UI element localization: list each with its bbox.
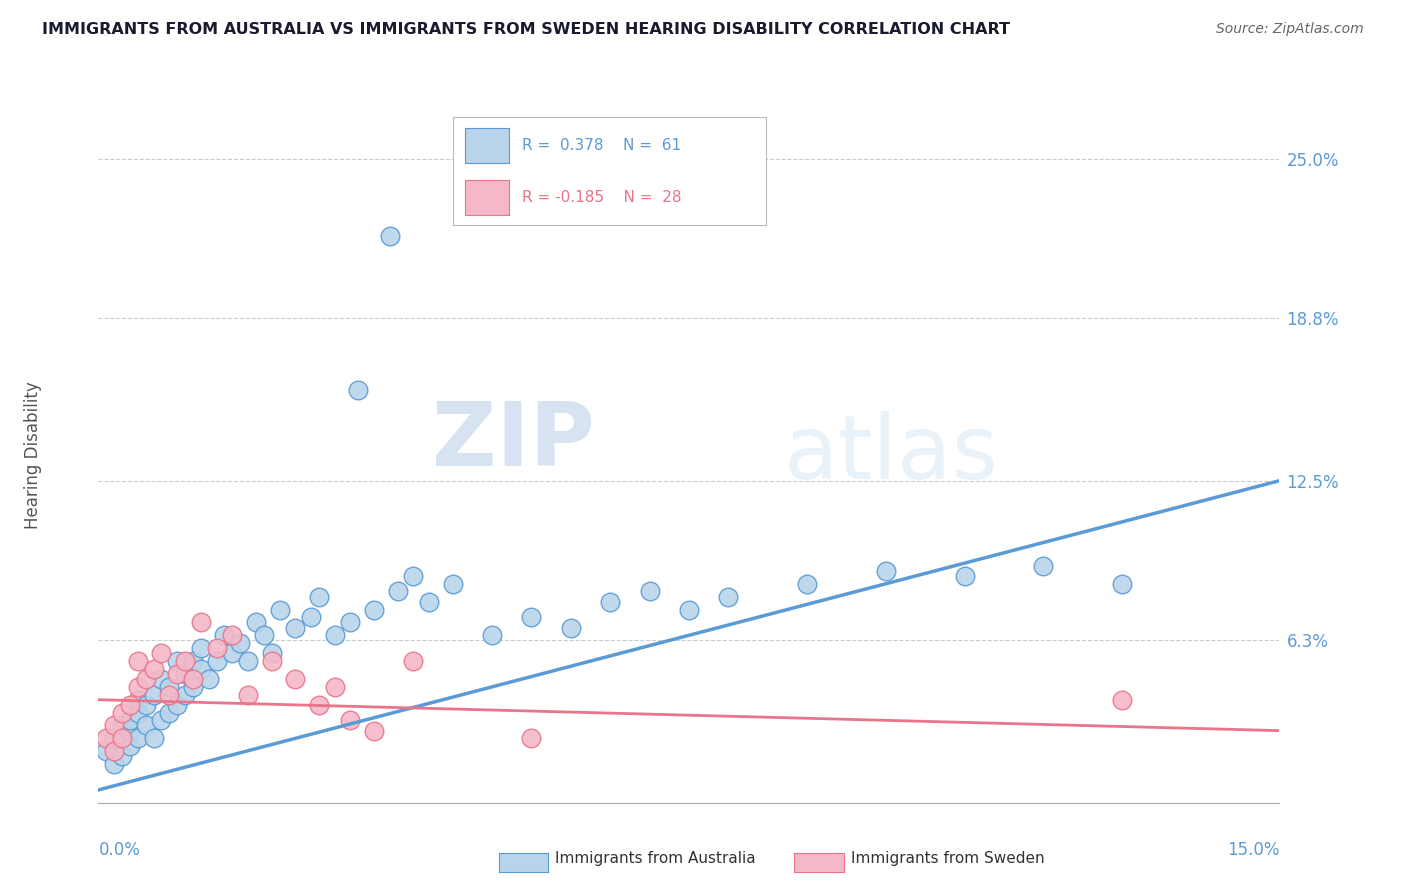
Point xyxy=(299,610,322,624)
Point xyxy=(150,646,173,660)
Point xyxy=(481,628,503,642)
Text: Immigrants from Sweden: Immigrants from Sweden xyxy=(851,851,1045,865)
Text: Hearing Disability: Hearing Disability xyxy=(24,381,42,529)
Point xyxy=(339,714,361,728)
Point xyxy=(118,698,141,712)
Point xyxy=(221,646,243,660)
Point xyxy=(157,680,180,694)
Point xyxy=(166,654,188,668)
Point xyxy=(260,646,283,660)
Point xyxy=(111,731,134,746)
Point xyxy=(181,672,204,686)
Point xyxy=(599,595,621,609)
Point xyxy=(1111,692,1133,706)
Point xyxy=(560,621,582,635)
Point xyxy=(953,569,976,583)
Point xyxy=(339,615,361,630)
Point xyxy=(142,731,165,746)
Point xyxy=(387,584,409,599)
Point xyxy=(197,672,219,686)
Text: Source: ZipAtlas.com: Source: ZipAtlas.com xyxy=(1216,22,1364,37)
Text: 15.0%: 15.0% xyxy=(1227,841,1279,860)
Point xyxy=(103,757,125,772)
Point xyxy=(638,584,661,599)
Point xyxy=(157,706,180,720)
Point xyxy=(181,654,204,668)
Point xyxy=(103,718,125,732)
Point xyxy=(260,654,283,668)
Point xyxy=(284,621,307,635)
Point xyxy=(118,739,141,753)
Point xyxy=(1032,558,1054,573)
Point xyxy=(150,672,173,686)
Point xyxy=(118,714,141,728)
Point xyxy=(157,688,180,702)
Point xyxy=(363,723,385,738)
Text: IMMIGRANTS FROM AUSTRALIA VS IMMIGRANTS FROM SWEDEN HEARING DISABILITY CORRELATI: IMMIGRANTS FROM AUSTRALIA VS IMMIGRANTS … xyxy=(42,22,1010,37)
Point xyxy=(402,654,425,668)
Point xyxy=(142,688,165,702)
Point xyxy=(135,698,157,712)
Point xyxy=(236,654,259,668)
Point xyxy=(142,662,165,676)
Point xyxy=(190,641,212,656)
Text: Immigrants from Australia: Immigrants from Australia xyxy=(555,851,756,865)
Point xyxy=(347,384,370,398)
Point xyxy=(284,672,307,686)
Point xyxy=(190,615,212,630)
Point xyxy=(441,576,464,591)
Point xyxy=(96,744,118,758)
Point xyxy=(308,698,330,712)
Point xyxy=(875,564,897,578)
Point xyxy=(103,744,125,758)
Point xyxy=(111,749,134,764)
Point xyxy=(127,731,149,746)
Point xyxy=(717,590,740,604)
Point xyxy=(166,667,188,681)
Point xyxy=(253,628,276,642)
Point xyxy=(111,706,134,720)
Point xyxy=(118,723,141,738)
Point xyxy=(96,731,118,746)
Point xyxy=(363,602,385,616)
Text: ZIP: ZIP xyxy=(432,398,595,484)
Point xyxy=(236,688,259,702)
Point xyxy=(127,692,149,706)
Point xyxy=(796,576,818,591)
Point xyxy=(245,615,267,630)
Point xyxy=(174,667,197,681)
Point xyxy=(214,628,236,642)
Point xyxy=(150,714,173,728)
Point xyxy=(269,602,291,616)
Point xyxy=(111,718,134,732)
Point xyxy=(103,731,125,746)
Point xyxy=(135,718,157,732)
Point xyxy=(190,662,212,676)
Point xyxy=(205,641,228,656)
Point xyxy=(205,654,228,668)
Point xyxy=(229,636,252,650)
Point xyxy=(520,610,543,624)
Point xyxy=(520,731,543,746)
Point xyxy=(135,672,157,686)
Point xyxy=(378,228,401,243)
Point xyxy=(418,595,440,609)
Text: 0.0%: 0.0% xyxy=(98,841,141,860)
Point xyxy=(174,688,197,702)
Point xyxy=(127,654,149,668)
Point xyxy=(174,654,197,668)
Point xyxy=(678,602,700,616)
Point xyxy=(323,628,346,642)
Point xyxy=(127,680,149,694)
Text: atlas: atlas xyxy=(783,411,998,499)
Point xyxy=(308,590,330,604)
Point xyxy=(221,628,243,642)
Point xyxy=(127,706,149,720)
Point xyxy=(166,698,188,712)
Point xyxy=(181,680,204,694)
Point xyxy=(1111,576,1133,591)
Point xyxy=(402,569,425,583)
Point xyxy=(323,680,346,694)
